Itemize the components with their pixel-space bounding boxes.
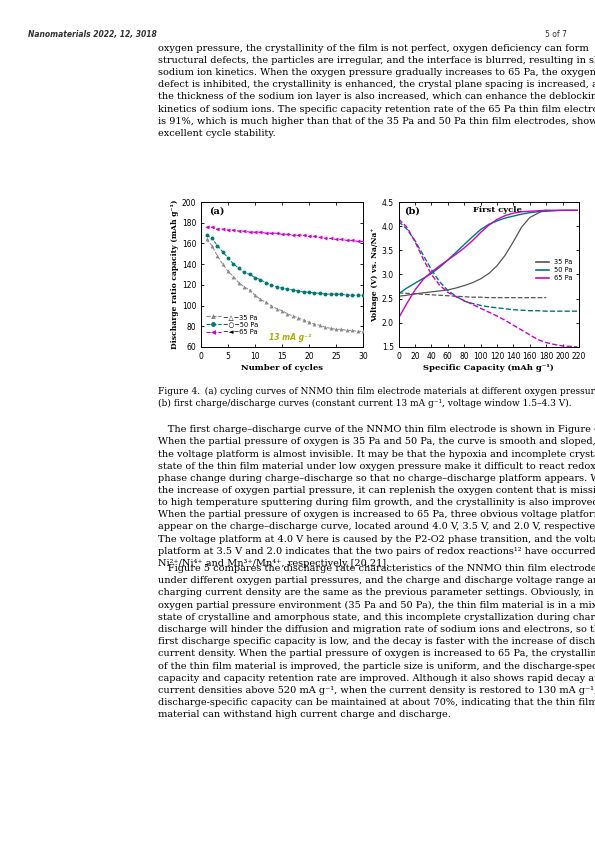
- Text: Nanomaterials 2022, 12, 3018: Nanomaterials 2022, 12, 3018: [28, 30, 156, 40]
- Text: Figure 5 compares the discharge rate characteristics of the NNMO thin film elect: Figure 5 compares the discharge rate cha…: [158, 564, 595, 719]
- X-axis label: Number of cycles: Number of cycles: [241, 364, 323, 371]
- Text: 13 mA g⁻¹: 13 mA g⁻¹: [268, 333, 311, 342]
- Text: The first charge–discharge curve of the NNMO thin film electrode is shown in Fig: The first charge–discharge curve of the …: [158, 425, 595, 568]
- Text: Figure 4. (a) cycling curves of NNMO thin film electrode materials at different : Figure 4. (a) cycling curves of NNMO thi…: [158, 387, 595, 408]
- Text: (a): (a): [209, 206, 224, 216]
- Legend: −△−35 Pa, −○−50 Pa, −◄−65 Pa: −△−35 Pa, −○−50 Pa, −◄−65 Pa: [206, 313, 259, 335]
- Y-axis label: Discharge ratio capacity (mAh g⁻¹): Discharge ratio capacity (mAh g⁻¹): [171, 200, 179, 349]
- Y-axis label: Voltage (V) vs. Na/Na⁺: Voltage (V) vs. Na/Na⁺: [371, 227, 379, 322]
- Text: 5 of 7: 5 of 7: [545, 30, 567, 40]
- Legend: 35 Pa, 50 Pa, 65 Pa: 35 Pa, 50 Pa, 65 Pa: [533, 257, 575, 284]
- Text: (b): (b): [404, 206, 420, 216]
- Text: First cycle: First cycle: [474, 206, 522, 215]
- X-axis label: Specific Capacity (mAh g⁻¹): Specific Capacity (mAh g⁻¹): [424, 364, 554, 371]
- Text: oxygen pressure, the crystallinity of the film is not perfect, oxygen deficiency: oxygen pressure, the crystallinity of th…: [158, 44, 595, 138]
